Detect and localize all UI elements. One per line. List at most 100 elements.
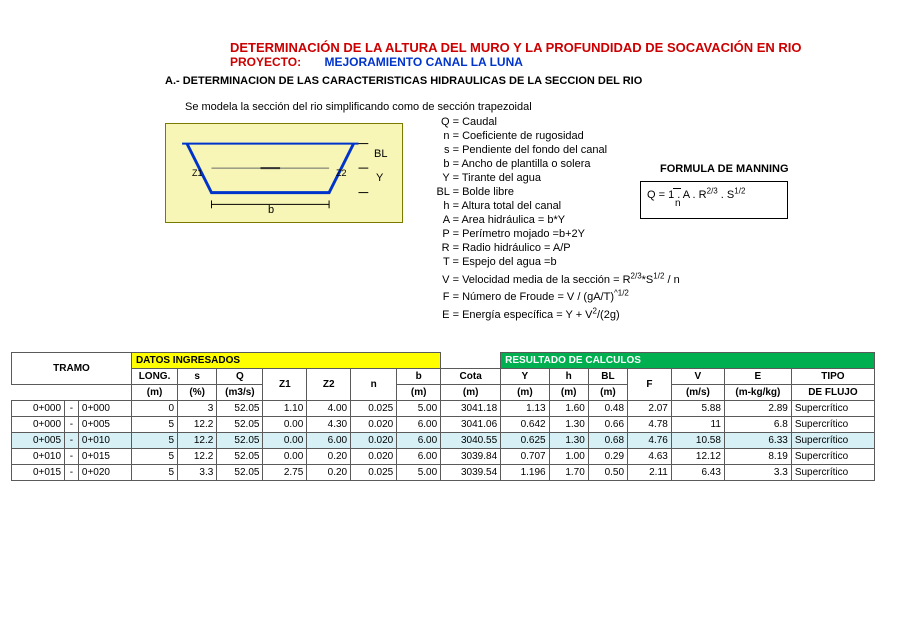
cell: 5 bbox=[131, 465, 177, 481]
cell: 2.75 bbox=[263, 465, 307, 481]
var-k-11: V = bbox=[435, 273, 459, 287]
cell: 1.70 bbox=[549, 465, 588, 481]
cell: 2.07 bbox=[628, 401, 672, 417]
cell: 0.20 bbox=[307, 465, 351, 481]
cell: 1.30 bbox=[549, 417, 588, 433]
cell: - bbox=[65, 449, 79, 465]
cell: 0+010 bbox=[12, 449, 65, 465]
cell: Supercrítico bbox=[791, 417, 874, 433]
cell: 2.89 bbox=[724, 401, 791, 417]
th-F: F bbox=[628, 369, 672, 401]
cell: 10.58 bbox=[671, 433, 724, 449]
cell: Supercrítico bbox=[791, 449, 874, 465]
cell: 0+020 bbox=[78, 465, 131, 481]
cell: 3 bbox=[178, 401, 217, 417]
cell: 1.60 bbox=[549, 401, 588, 417]
th-h: h bbox=[549, 369, 588, 385]
var-k-0: Q = bbox=[435, 115, 459, 129]
var-v-12: Número de Froude = V / (gA/T)^1/2 bbox=[462, 291, 629, 303]
th-result: RESULTADO DE CALCULOS bbox=[501, 353, 875, 369]
cell: 12.12 bbox=[671, 449, 724, 465]
label-BL: BL bbox=[374, 148, 387, 160]
cell: Supercrítico bbox=[791, 401, 874, 417]
th-E: E bbox=[724, 369, 791, 385]
var-k-3: b = bbox=[435, 157, 459, 171]
cell: 0.625 bbox=[501, 433, 549, 449]
cell: 6.43 bbox=[671, 465, 724, 481]
cell: 5.00 bbox=[397, 401, 441, 417]
th-V: V bbox=[671, 369, 724, 385]
cell: 52.05 bbox=[217, 465, 263, 481]
label-Z2: Z2 bbox=[336, 168, 347, 178]
th-Y: Y bbox=[501, 369, 549, 385]
cell: 8.19 bbox=[724, 449, 791, 465]
var-k-4: Y = bbox=[435, 171, 459, 185]
var-k-8: P = bbox=[435, 227, 459, 241]
th-u-Y: (m) bbox=[501, 385, 549, 401]
cell: 0 bbox=[131, 401, 177, 417]
table-row: 0+005-0+010512.252.050.006.000.0206.0030… bbox=[12, 433, 875, 449]
cell: 3.3 bbox=[178, 465, 217, 481]
hydraulic-table: TRAMO DATOS INGRESADOS RESULTADO DE CALC… bbox=[11, 352, 875, 481]
cell: - bbox=[65, 433, 79, 449]
cell: 3039.84 bbox=[441, 449, 501, 465]
cell: 4.78 bbox=[628, 417, 672, 433]
var-v-8: Perímetro mojado =b+2Y bbox=[462, 228, 585, 240]
formula-n: n bbox=[675, 198, 681, 209]
cell: 5.00 bbox=[397, 465, 441, 481]
th-Z2: Z2 bbox=[307, 369, 351, 401]
proyecto-label: PROYECTO: bbox=[230, 55, 301, 69]
formula-box: Q = 1 . A . R2/3 . S1/2 n bbox=[640, 181, 788, 219]
cell: 6.8 bbox=[724, 417, 791, 433]
cell: 0.707 bbox=[501, 449, 549, 465]
cell: 0+005 bbox=[78, 417, 131, 433]
cell: 4.63 bbox=[628, 449, 672, 465]
cell: 0.68 bbox=[588, 433, 627, 449]
table-row: 0+015-0+02053.352.052.750.200.0255.00303… bbox=[12, 465, 875, 481]
cell: 11 bbox=[671, 417, 724, 433]
var-k-6: h = bbox=[435, 199, 459, 213]
cell: 0+010 bbox=[78, 433, 131, 449]
cell: 0+005 bbox=[12, 433, 65, 449]
cell: 3041.06 bbox=[441, 417, 501, 433]
cell: 6.00 bbox=[397, 449, 441, 465]
th-u-b: (m) bbox=[397, 385, 441, 401]
formula-title: FORMULA DE MANNING bbox=[660, 163, 789, 175]
th-tramo: TRAMO bbox=[12, 353, 132, 385]
cell: 0.020 bbox=[351, 449, 397, 465]
th-s: s bbox=[178, 369, 217, 385]
table: TRAMO DATOS INGRESADOS RESULTADO DE CALC… bbox=[11, 352, 875, 481]
var-v-2: Pendiente del fondo del canal bbox=[462, 144, 607, 156]
var-v-9: Radio hidráulico = A/P bbox=[462, 242, 571, 254]
cell: 0.025 bbox=[351, 465, 397, 481]
cell: 2.11 bbox=[628, 465, 672, 481]
cell: 52.05 bbox=[217, 449, 263, 465]
var-v-10: Espejo del agua =b bbox=[462, 256, 557, 268]
cell: Supercrítico bbox=[791, 433, 874, 449]
table-row: 0+000-0+0000352.051.104.000.0255.003041.… bbox=[12, 401, 875, 417]
cell: 0.00 bbox=[263, 417, 307, 433]
cell: 12.2 bbox=[178, 417, 217, 433]
cell: 0.020 bbox=[351, 433, 397, 449]
th-u-V: (m/s) bbox=[671, 385, 724, 401]
cell: 0.66 bbox=[588, 417, 627, 433]
var-k-7: A = bbox=[435, 213, 459, 227]
table-row: 0+000-0+005512.252.050.004.300.0206.0030… bbox=[12, 417, 875, 433]
cell: 0.48 bbox=[588, 401, 627, 417]
var-k-5: BL = bbox=[435, 185, 459, 199]
cell: 0.00 bbox=[263, 449, 307, 465]
var-v-6: Altura total del canal bbox=[461, 200, 561, 212]
page-root: DETERMINACIÓN DE LA ALTURA DEL MURO Y LA… bbox=[0, 0, 905, 640]
model-line: Se modela la sección del rio simplifican… bbox=[185, 101, 905, 113]
th-u-long: (m) bbox=[131, 385, 177, 401]
cell: 4.76 bbox=[628, 433, 672, 449]
title-main: DETERMINACIÓN DE LA ALTURA DEL MURO Y LA… bbox=[230, 40, 905, 55]
cell: 0.00 bbox=[263, 433, 307, 449]
var-v-7: Area hidráulica = b*Y bbox=[461, 214, 565, 226]
cell: 0+000 bbox=[78, 401, 131, 417]
cell: 12.2 bbox=[178, 449, 217, 465]
th-long: LONG. bbox=[131, 369, 177, 385]
table-body: 0+000-0+0000352.051.104.000.0255.003041.… bbox=[12, 401, 875, 481]
cell: 3041.18 bbox=[441, 401, 501, 417]
cell: 12.2 bbox=[178, 433, 217, 449]
